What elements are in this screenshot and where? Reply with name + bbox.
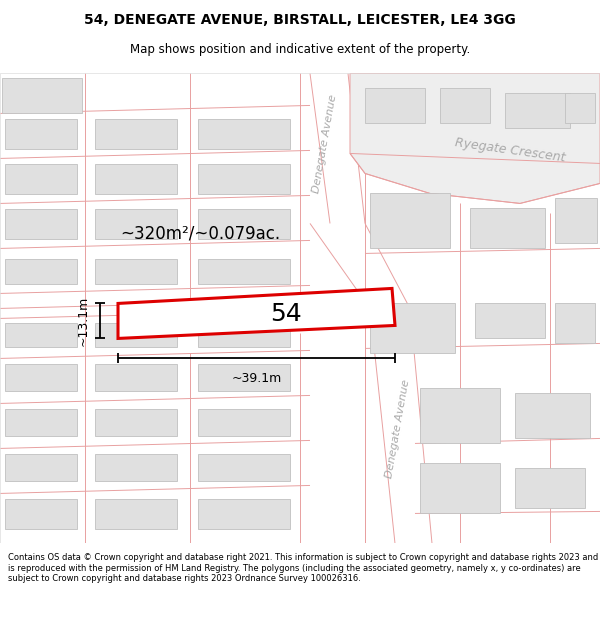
- Bar: [470, 209, 545, 248]
- Polygon shape: [350, 73, 600, 204]
- Bar: [370, 194, 450, 248]
- Text: 54: 54: [270, 302, 302, 326]
- Bar: [5, 499, 77, 529]
- Text: Ryegate Crescent: Ryegate Crescent: [454, 136, 566, 164]
- Bar: [370, 303, 455, 354]
- Bar: [365, 88, 425, 124]
- Text: ~39.1m: ~39.1m: [232, 372, 281, 386]
- Bar: [5, 409, 77, 436]
- Bar: [198, 209, 290, 239]
- Bar: [198, 409, 290, 436]
- Bar: [95, 164, 177, 194]
- Bar: [95, 499, 177, 529]
- Bar: [95, 119, 177, 149]
- Bar: [5, 209, 77, 239]
- Bar: [420, 463, 500, 513]
- Bar: [440, 88, 490, 124]
- Polygon shape: [118, 289, 395, 339]
- Bar: [5, 454, 77, 481]
- Bar: [198, 454, 290, 481]
- Bar: [5, 164, 77, 194]
- Bar: [555, 199, 597, 243]
- Bar: [5, 324, 77, 348]
- Bar: [5, 259, 77, 284]
- Bar: [555, 303, 595, 344]
- Bar: [95, 409, 177, 436]
- Bar: [515, 394, 590, 439]
- Bar: [515, 469, 585, 508]
- Bar: [198, 259, 290, 284]
- Bar: [198, 364, 290, 391]
- Bar: [565, 93, 595, 124]
- Bar: [95, 259, 177, 284]
- Bar: [505, 93, 570, 129]
- Bar: [475, 303, 545, 339]
- Bar: [198, 119, 290, 149]
- Bar: [198, 324, 290, 348]
- Bar: [198, 499, 290, 529]
- Bar: [95, 324, 177, 348]
- Bar: [95, 364, 177, 391]
- Bar: [198, 164, 290, 194]
- Bar: [2, 78, 82, 114]
- Text: Map shows position and indicative extent of the property.: Map shows position and indicative extent…: [130, 42, 470, 56]
- Bar: [95, 454, 177, 481]
- Text: Contains OS data © Crown copyright and database right 2021. This information is : Contains OS data © Crown copyright and d…: [8, 554, 598, 583]
- Bar: [5, 119, 77, 149]
- Bar: [95, 209, 177, 239]
- Bar: [5, 364, 77, 391]
- Text: ~13.1m: ~13.1m: [77, 296, 90, 346]
- Text: ~320m²/~0.079ac.: ~320m²/~0.079ac.: [120, 224, 280, 243]
- Text: Denegate Avenue: Denegate Avenue: [385, 378, 412, 479]
- Text: 54, DENEGATE AVENUE, BIRSTALL, LEICESTER, LE4 3GG: 54, DENEGATE AVENUE, BIRSTALL, LEICESTER…: [84, 12, 516, 27]
- Bar: [420, 388, 500, 444]
- Text: Denegate Avenue: Denegate Avenue: [311, 93, 338, 194]
